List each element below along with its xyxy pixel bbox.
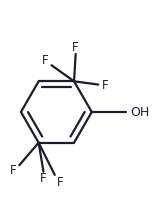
Text: F: F bbox=[40, 172, 47, 185]
Text: F: F bbox=[57, 176, 64, 189]
Text: F: F bbox=[10, 164, 17, 177]
Text: OH: OH bbox=[130, 106, 150, 118]
Text: F: F bbox=[42, 54, 48, 67]
Text: F: F bbox=[102, 79, 109, 92]
Text: F: F bbox=[72, 41, 79, 54]
